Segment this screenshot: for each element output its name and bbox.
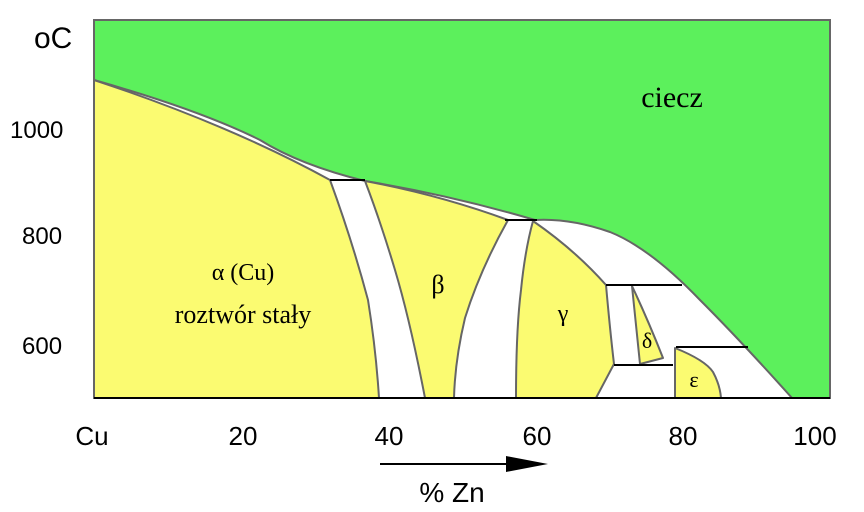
x-tick-label: Cu (75, 421, 108, 451)
y-tick-label: 1000 (10, 117, 63, 144)
y-tick-label: 600 (22, 333, 62, 360)
liquid-region (93, 19, 831, 399)
x-tick-label: 40 (375, 421, 404, 451)
x-tick-label: 60 (523, 421, 552, 451)
y-tick-label: 800 (22, 223, 62, 250)
alpha-label: α (Cu) (212, 260, 275, 286)
delta-region (631, 285, 664, 365)
epsilon-label: ε (689, 367, 698, 392)
x-tick-label: 20 (229, 421, 258, 451)
unit-label: oC (34, 22, 72, 55)
alpha-region (93, 79, 380, 399)
beta-label: β (431, 270, 444, 299)
x-tick-label: 80 (669, 421, 698, 451)
beta-region (364, 180, 509, 399)
epsilon-region (674, 347, 722, 399)
alpha-description: roztwór stały (175, 300, 311, 329)
delta-label: δ (642, 328, 652, 353)
liquid-label: ciecz (641, 81, 703, 114)
gamma-label: γ (557, 301, 569, 327)
arrow-right-icon (506, 456, 548, 472)
x-axis-label: % Zn (419, 477, 484, 508)
x-tick-label: 100 (793, 421, 836, 451)
